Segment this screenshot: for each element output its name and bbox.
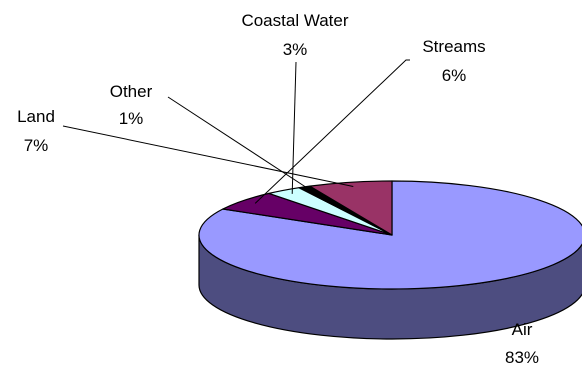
leader-lines <box>62 59 410 204</box>
leader-line-coastal-water <box>291 61 297 194</box>
slice-land <box>309 180 393 236</box>
slice-label-coastal-water-percent: 3% <box>283 40 308 59</box>
slice-label-coastal-water-name: Coastal Water <box>241 11 348 30</box>
slice-label-other-percent: 1% <box>119 109 144 128</box>
slice-label-other-name: Other <box>110 82 153 101</box>
leader-line-land <box>62 125 354 188</box>
slice-label-air-percent: 83% <box>505 348 539 365</box>
leader-line-streams <box>254 59 410 204</box>
slice-label-streams-percent: 6% <box>442 66 467 85</box>
slice-label-land-percent: 7% <box>24 136 49 155</box>
pie-slices <box>198 180 582 290</box>
slice-label-land-name: Land <box>17 107 55 126</box>
leader-line-other <box>167 96 312 192</box>
slice-label-air-name: Air <box>512 320 533 339</box>
slice-label-streams-name: Streams <box>422 37 485 56</box>
